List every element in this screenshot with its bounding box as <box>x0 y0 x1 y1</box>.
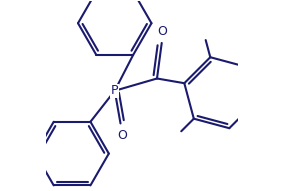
Text: P: P <box>111 84 118 97</box>
Text: O: O <box>157 25 167 38</box>
Text: O: O <box>118 129 127 142</box>
